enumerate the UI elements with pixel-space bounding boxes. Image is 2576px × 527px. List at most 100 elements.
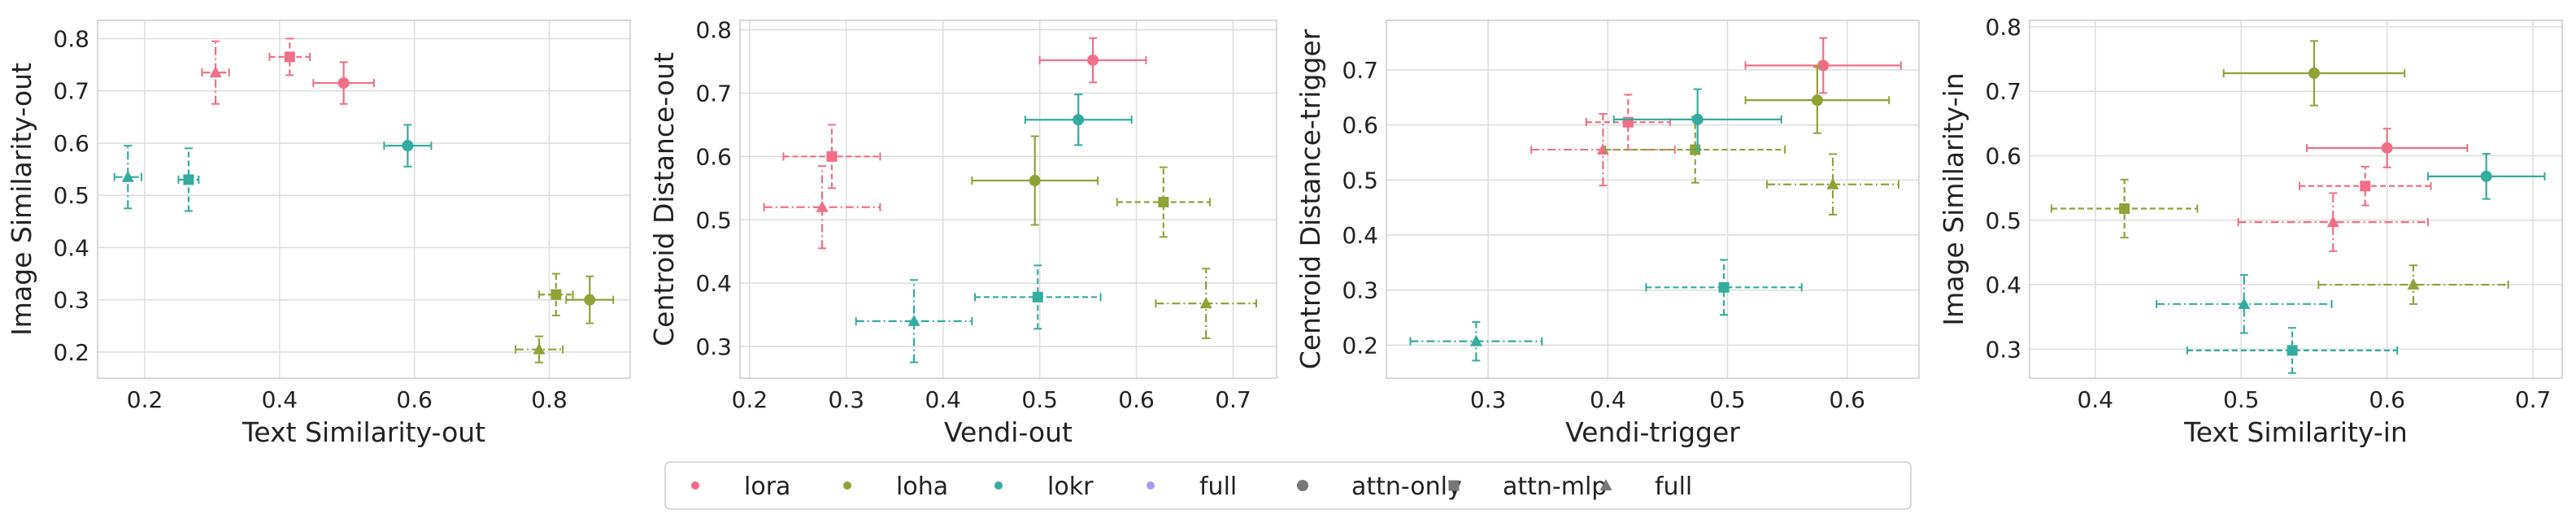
legend-item-attn-mlp: attn-mlp: [1448, 473, 1607, 501]
data-point-lokr-full: [113, 145, 142, 210]
plot-frame: [2029, 20, 2563, 379]
y-tick-label: 0.2: [53, 339, 89, 366]
point-marker: [550, 289, 562, 300]
y-tick-label: 0.8: [695, 17, 732, 44]
point-marker: [1622, 116, 1634, 128]
point-marker: [2326, 216, 2339, 228]
y-tick-label: 0.5: [53, 182, 89, 209]
point-marker: [121, 170, 134, 182]
y-axis-label: Image Similarity-in: [1938, 72, 1969, 325]
legend-swatch: [843, 481, 851, 490]
point-marker: [183, 174, 194, 185]
plot-frame: [1386, 20, 1920, 379]
y-tick-label: 0.7: [53, 78, 89, 105]
point-marker: [2287, 345, 2298, 356]
legend-marker-triangle: [1599, 479, 1612, 490]
data-point-loha-full: [2317, 264, 2509, 305]
data-point-lora-full: [763, 165, 881, 250]
legend-item-attn-only: attn-only: [1297, 473, 1462, 501]
data-point-loha-attn-only: [565, 275, 615, 324]
legend-item-full: full: [1599, 473, 1692, 501]
data-point-lora-attn-mlp: [1585, 94, 1671, 151]
data-point-lora-attn-mlp: [268, 37, 311, 76]
x-tick-label: 0.4: [2077, 386, 2113, 413]
legend-swatch: [994, 481, 1003, 490]
point-marker: [1199, 297, 1212, 309]
data-point-lora-full: [201, 40, 230, 105]
x-tick-label: 0.6: [2369, 386, 2405, 413]
legend-label: attn-only: [1351, 473, 1462, 501]
y-tick-label: 0.4: [1985, 272, 2021, 298]
chart-panel-4: 0.4 0.5 0.6 0.7 0.3 0.4 0.5 0.6 0.7 0.8 Text Simil…: [1938, 14, 2563, 448]
point-marker: [1073, 114, 1085, 126]
legend-label: lora: [744, 473, 790, 501]
point-marker: [337, 77, 350, 89]
point-marker: [1826, 177, 1839, 189]
x-tick-label: 0.5: [1021, 386, 1058, 413]
x-axis-label: Vendi-out: [944, 416, 1073, 448]
x-tick-label: 0.6: [396, 386, 433, 413]
point-marker: [1158, 197, 1169, 208]
point-marker: [816, 200, 829, 212]
point-marker: [907, 314, 920, 326]
y-tick-label: 0.2: [1342, 332, 1378, 359]
legend-item-lora: lora: [691, 473, 790, 501]
data-point-lokr-attn-mlp: [2186, 327, 2399, 374]
point-marker: [584, 294, 596, 306]
y-axis-label: Centroid Distance-trigger: [1295, 28, 1326, 369]
data-point-lora-attn-only: [2305, 128, 2469, 168]
x-axis-label: Text Similarity-in: [2183, 416, 2408, 448]
legend-marker-square: [1448, 480, 1460, 491]
point-marker: [209, 66, 222, 78]
chart-panel-1: 0.2 0.4 0.6 0.8 0.2 0.3 0.4 0.5 0.6 0.7 0.8 Text Si…: [6, 20, 631, 448]
plot-frame: [97, 20, 631, 379]
data-point-lora-attn-mlp: [782, 124, 881, 189]
legend-item-loha: loha: [843, 473, 948, 501]
data-point-lokr-attn-mlp: [177, 147, 200, 212]
chart-panel-2: 0.2 0.3 0.4 0.5 0.6 0.70.30.40.50.60.70.8Vend…: [648, 17, 1277, 448]
data-point-loha-attn-mlp: [538, 272, 574, 316]
y-tick-label: 0.3: [53, 287, 89, 314]
point-marker: [284, 51, 295, 63]
x-tick-label: 0.6: [1829, 386, 1865, 413]
y-tick-label: 0.8: [1985, 14, 2021, 41]
data-point-lokr-attn-only: [383, 124, 433, 168]
legend-item-lokr: lokr: [994, 473, 1094, 501]
data-point-lokr-attn-mlp: [1645, 259, 1803, 316]
point-marker: [2308, 68, 2320, 80]
legend-label: full: [1655, 473, 1692, 501]
y-tick-label: 0.6: [53, 130, 89, 157]
point-marker: [1029, 175, 1041, 187]
point-marker: [2407, 278, 2420, 290]
x-axis-label: Text Similarity-out: [242, 416, 485, 448]
data-point-loha-attn-mlp: [2050, 178, 2199, 239]
data-point-loha-attn-only: [1744, 66, 1891, 134]
x-axis-label: Vendi-trigger: [1565, 416, 1740, 448]
y-tick-label: 0.3: [695, 333, 732, 360]
y-tick-label: 0.6: [1985, 142, 2021, 169]
data-point-lora-attn-only: [312, 61, 375, 105]
data-point-loha-attn-only: [2222, 40, 2406, 107]
y-tick-label: 0.3: [1342, 277, 1378, 304]
y-tick-label: 0.7: [695, 81, 732, 107]
point-marker: [533, 342, 546, 355]
point-marker: [1811, 94, 1823, 107]
x-tick-label: 0.3: [1470, 386, 1507, 413]
y-tick-label: 0.4: [695, 270, 732, 297]
y-tick-label: 0.4: [1342, 222, 1378, 249]
data-point-lora-attn-mlp: [2298, 165, 2432, 207]
data-point-lokr-attn-only: [2426, 153, 2546, 200]
point-marker: [1087, 54, 1099, 67]
data-point-lokr-attn-mlp: [973, 264, 1102, 330]
point-marker: [826, 150, 838, 162]
x-tick-label: 0.2: [127, 386, 163, 413]
point-marker: [2381, 142, 2393, 154]
x-tick-label: 0.3: [829, 386, 865, 413]
x-tick-label: 0.2: [732, 386, 768, 413]
legend-marker-circle: [1297, 480, 1308, 491]
y-tick-label: 0.4: [53, 234, 89, 261]
y-tick-label: 0.7: [1985, 78, 2021, 105]
data-point-lora-attn-only: [1038, 37, 1147, 84]
y-tick-label: 0.6: [695, 143, 732, 170]
